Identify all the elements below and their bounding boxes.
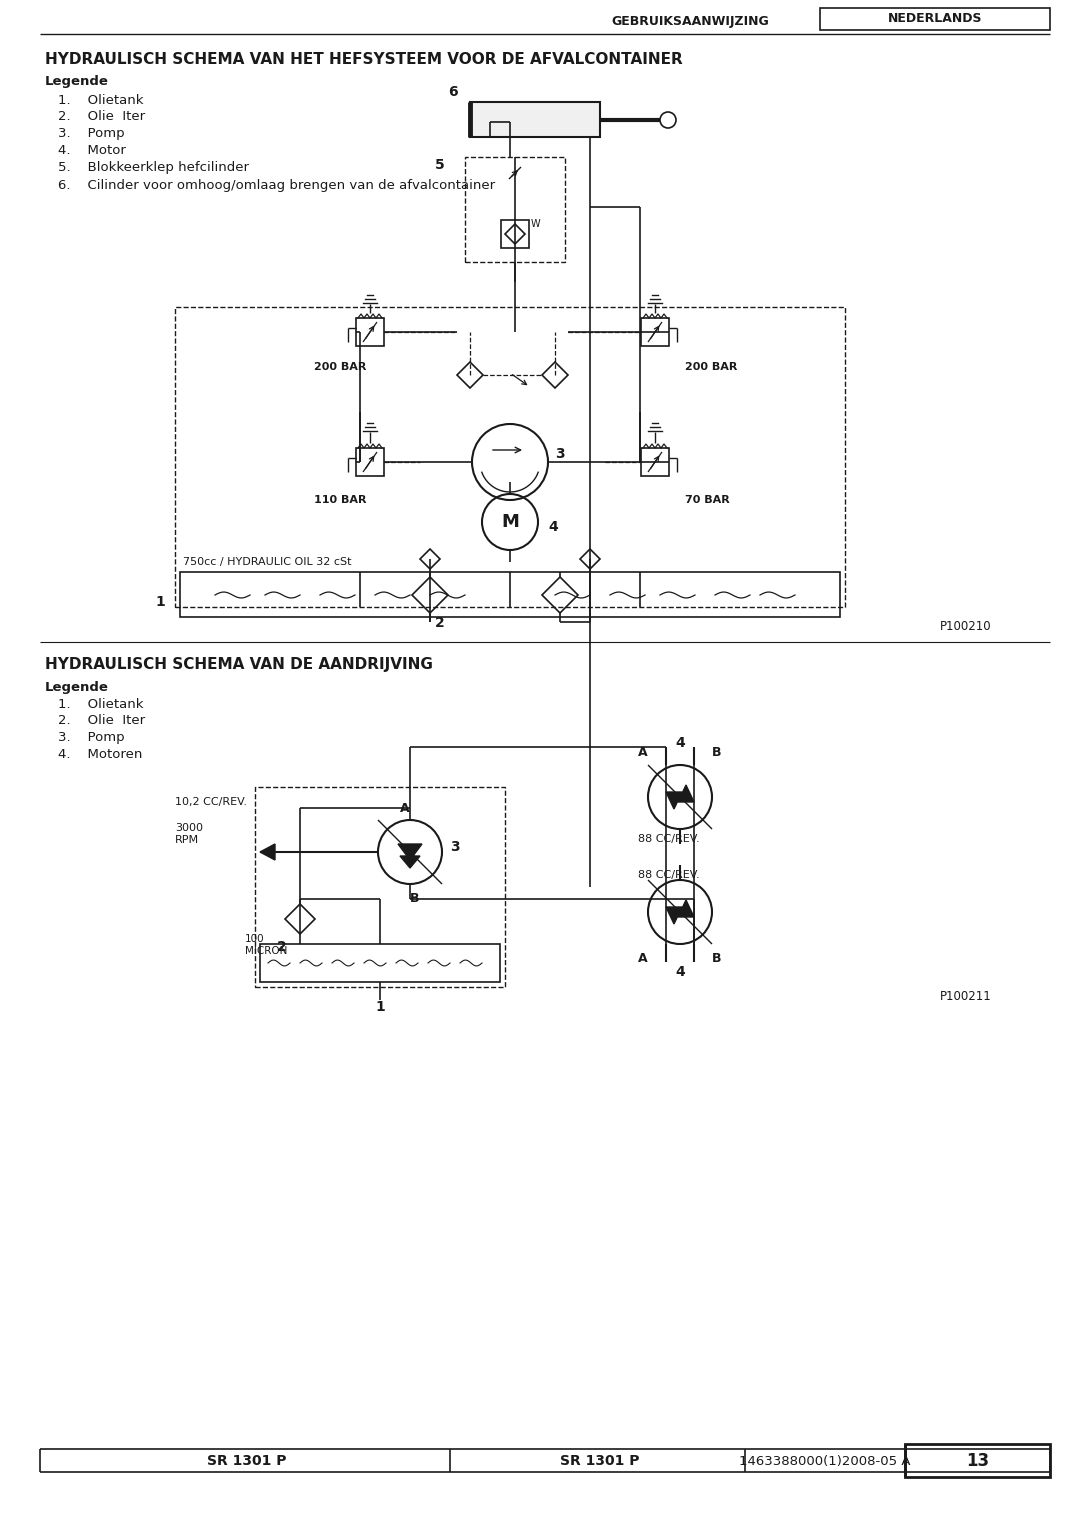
Text: 5.    Blokkeerklep hefcilinder: 5. Blokkeerklep hefcilinder xyxy=(58,162,249,174)
Text: Legende: Legende xyxy=(45,75,109,89)
Bar xyxy=(356,447,384,476)
Text: 110 BAR: 110 BAR xyxy=(314,495,366,505)
Text: A: A xyxy=(401,802,409,814)
Bar xyxy=(180,573,840,617)
Text: 88 CC/REV.: 88 CC/REV. xyxy=(638,834,700,844)
Text: Legende: Legende xyxy=(45,681,109,693)
Polygon shape xyxy=(400,857,420,867)
Text: 1463388000(1)2008-05 A: 1463388000(1)2008-05 A xyxy=(739,1455,910,1467)
Text: NEDERLANDS: NEDERLANDS xyxy=(888,12,982,26)
Bar xyxy=(356,318,384,347)
Bar xyxy=(175,307,845,608)
Text: HYDRAULISCH SCHEMA VAN DE AANDRIJVING: HYDRAULISCH SCHEMA VAN DE AANDRIJVING xyxy=(45,657,433,672)
Polygon shape xyxy=(260,844,275,860)
Bar xyxy=(465,157,565,263)
Text: 5: 5 xyxy=(435,157,445,173)
Bar xyxy=(642,447,669,476)
Text: A: A xyxy=(638,953,648,965)
Text: 6: 6 xyxy=(448,86,458,99)
Text: P100210: P100210 xyxy=(940,620,991,634)
Text: P100211: P100211 xyxy=(940,991,991,1003)
Text: SR 1301 P: SR 1301 P xyxy=(561,1454,639,1467)
Bar xyxy=(820,8,1050,31)
Polygon shape xyxy=(666,907,681,924)
Text: 4.    Motor: 4. Motor xyxy=(58,145,126,157)
Text: GEBRUIKSAANWIJZING: GEBRUIKSAANWIJZING xyxy=(611,14,769,27)
Text: W: W xyxy=(531,218,541,229)
Text: 4: 4 xyxy=(675,736,685,750)
Bar xyxy=(905,1445,1050,1477)
Text: 2: 2 xyxy=(278,941,287,954)
Text: 88 CC/REV.: 88 CC/REV. xyxy=(638,870,700,880)
Text: 750cc / HYDRAULIC OIL 32 cSt: 750cc / HYDRAULIC OIL 32 cSt xyxy=(183,557,351,567)
Bar xyxy=(470,102,600,137)
Text: B: B xyxy=(410,892,420,906)
Text: SR 1301 P: SR 1301 P xyxy=(207,1454,287,1467)
Text: 100
MICRON: 100 MICRON xyxy=(245,935,287,956)
Text: HYDRAULISCH SCHEMA VAN HET HEFSYSTEEM VOOR DE AFVALCONTAINER: HYDRAULISCH SCHEMA VAN HET HEFSYSTEEM VO… xyxy=(45,52,683,67)
Bar xyxy=(501,220,529,247)
Text: 1: 1 xyxy=(156,596,165,609)
Text: 10,2 CC/REV.: 10,2 CC/REV. xyxy=(175,797,247,806)
Bar xyxy=(642,318,669,347)
Polygon shape xyxy=(399,844,422,860)
Text: 4: 4 xyxy=(548,521,557,534)
Text: M: M xyxy=(501,513,518,531)
Text: 2: 2 xyxy=(435,615,445,631)
Text: 1.    Olietank: 1. Olietank xyxy=(58,698,144,710)
Text: 3: 3 xyxy=(555,447,565,461)
Text: 6.    Cilinder voor omhoog/omlaag brengen van de afvalcontainer: 6. Cilinder voor omhoog/omlaag brengen v… xyxy=(58,179,495,191)
Bar xyxy=(255,786,505,986)
Text: 1.    Olietank: 1. Olietank xyxy=(58,93,144,107)
Text: 1: 1 xyxy=(375,1000,384,1014)
Polygon shape xyxy=(678,785,694,802)
Text: A: A xyxy=(638,747,648,759)
Text: 70 BAR: 70 BAR xyxy=(685,495,730,505)
Text: 2.    Olie  Iter: 2. Olie Iter xyxy=(58,110,145,124)
Text: 200 BAR: 200 BAR xyxy=(685,362,738,373)
Text: 3.    Pomp: 3. Pomp xyxy=(58,731,124,745)
Text: 13: 13 xyxy=(967,1452,989,1471)
Text: B: B xyxy=(712,747,721,759)
Text: 4.    Motoren: 4. Motoren xyxy=(58,748,143,762)
Text: 2.    Olie  Iter: 2. Olie Iter xyxy=(58,715,145,727)
Text: 3: 3 xyxy=(450,840,460,854)
Text: 3000
RPM: 3000 RPM xyxy=(175,823,203,844)
Text: B: B xyxy=(712,953,721,965)
Polygon shape xyxy=(666,793,681,809)
Text: 200 BAR: 200 BAR xyxy=(314,362,366,373)
Polygon shape xyxy=(678,899,694,918)
Text: 4: 4 xyxy=(675,965,685,979)
Bar xyxy=(260,944,500,982)
Text: 3.    Pomp: 3. Pomp xyxy=(58,127,124,140)
